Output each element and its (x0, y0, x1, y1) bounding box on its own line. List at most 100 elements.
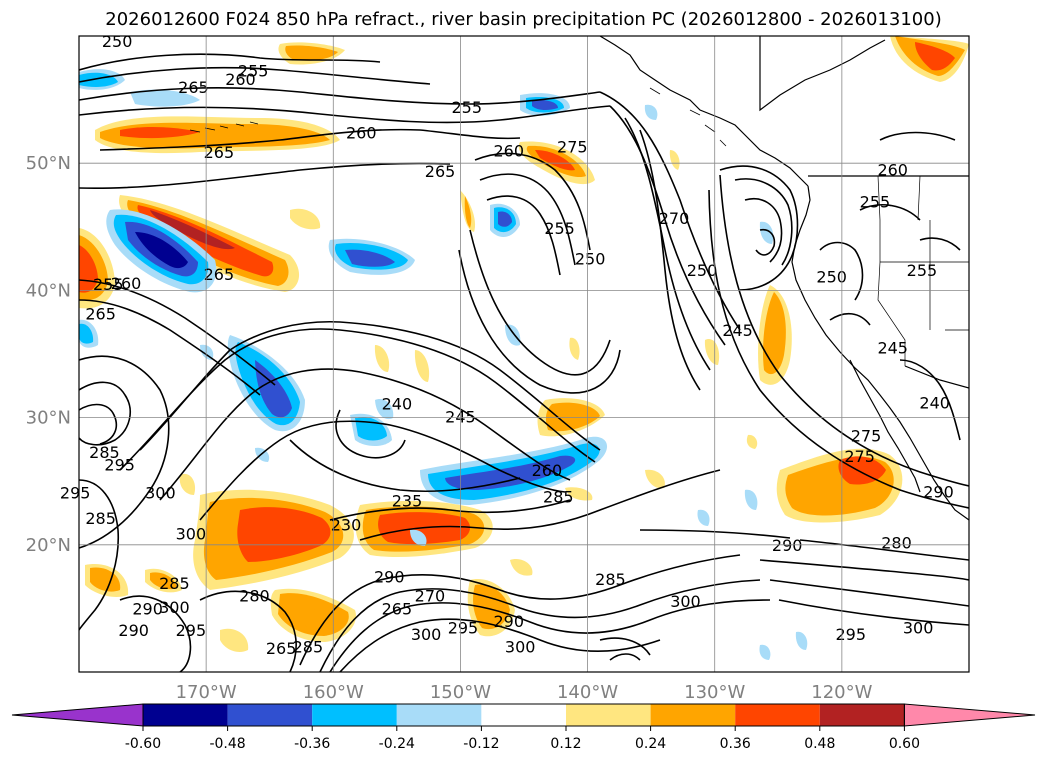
longitude-label: 160°W (303, 682, 364, 703)
colorbar: -0.60 -0.48 -0.36 -0.24 -0.12 0.12 0.24 0.36 0.4… (11, 703, 1036, 752)
colorbar-cell (735, 704, 820, 726)
contour-label: 260 (877, 161, 908, 180)
contour-label: 270 (415, 587, 446, 606)
longitude-label: 130°W (684, 682, 745, 703)
longitude-label: 150°W (430, 682, 491, 703)
colorbar-tick-label: -0.60 (125, 736, 161, 752)
contour-label: 285 (595, 570, 626, 589)
colorbar-tick-label: -0.36 (294, 736, 330, 752)
colorbar-frame (142, 703, 905, 727)
contour-label: 245 (877, 339, 908, 358)
colorbar-cell (481, 704, 566, 726)
contour-label: 255 (93, 275, 124, 294)
negative-anomaly-patches (79, 69, 808, 660)
colorbar-cell (819, 704, 905, 726)
contour-label: 285 (159, 574, 190, 593)
colorbar-tick-label: -0.24 (379, 736, 415, 752)
map-title: 2026012600 F024 850 hPa refract., river … (105, 9, 942, 30)
contour-label: 290 (118, 621, 149, 640)
latitude-label: 50°N (26, 153, 71, 174)
latitude-label: 40°N (26, 280, 71, 301)
latitude-label: 20°N (26, 535, 71, 556)
contour-label: 265 (266, 639, 297, 658)
contour-label: 300 (505, 638, 536, 657)
refractivity-contours (79, 53, 969, 672)
contour-label: 280 (881, 533, 912, 552)
contour-label: 250 (687, 261, 718, 280)
longitude-label: 140°W (557, 682, 618, 703)
colorbar-under-arrow (11, 703, 144, 727)
longitude-label: 170°W (176, 682, 237, 703)
us-mexico-border (904, 365, 969, 389)
contour-label: 235 (392, 491, 423, 510)
contour-label: 300 (145, 484, 176, 503)
contour-label: 265 (204, 143, 235, 162)
map-frame (78, 35, 970, 673)
colorbar-cell (566, 704, 651, 726)
contour-label: 260 (493, 141, 524, 160)
latitude-labels: 50°N 40°N 30°N 20°N (26, 153, 71, 556)
colorbar-tick-label: -0.48 (209, 736, 245, 752)
contour-label: 295 (448, 618, 479, 637)
state-borders (877, 175, 969, 366)
colorbar-tick-label: 0.36 (720, 736, 751, 752)
contour-label: 285 (89, 443, 120, 462)
contour-label: 230 (331, 515, 362, 534)
contour-label: 300 (903, 618, 934, 637)
contour-label: 240 (382, 395, 413, 414)
alaska-land-edge (759, 36, 886, 112)
colorbar-tick-label: 0.48 (804, 736, 835, 752)
contour-label: 290 (132, 599, 163, 618)
positive-anomaly-patches (79, 36, 969, 652)
contour-label: 295 (835, 625, 866, 644)
contour-label: 290 (923, 482, 954, 501)
colorbar-cell (650, 704, 736, 726)
colorbar-cell (396, 704, 482, 726)
contour-label: 290 (493, 612, 524, 631)
contour-label: 255 (238, 61, 269, 80)
contour-label: 260 (346, 124, 377, 143)
contour-label: 270 (659, 209, 690, 228)
contour-label: 250 (816, 267, 847, 286)
contour-label: 295 (104, 456, 135, 475)
contour-label: 265 (178, 78, 209, 97)
contour-label: 275 (844, 447, 875, 466)
contour-label: 285 (85, 509, 116, 528)
contour-label: 295 (176, 621, 207, 640)
contour-label: 275 (557, 138, 588, 157)
contour-label: 255 (907, 261, 938, 280)
contour-label: 260 (225, 70, 256, 89)
contour-label: 265 (382, 599, 413, 618)
contour-label: 275 (851, 426, 882, 445)
contour-label: 300 (159, 598, 190, 617)
contour-label: 265 (425, 162, 456, 181)
colorbar-tick-label: -0.12 (463, 736, 499, 752)
longitude-label: 120°W (811, 682, 872, 703)
contour-label: 300 (670, 592, 701, 611)
contour-label: 250 (575, 250, 606, 269)
colorbar-tick-label: 0.24 (635, 736, 666, 752)
contour-label: 285 (293, 638, 324, 657)
longitude-labels: 170°W 160°W 150°W 140°W 130°W 120°W (176, 682, 873, 703)
colorbar-tick-label: 0.60 (889, 736, 920, 752)
contour-label: 250 (102, 32, 133, 51)
colorbar-cell (312, 704, 397, 726)
contour-label: 290 (374, 568, 405, 587)
contour-label: 280 (239, 587, 270, 606)
contour-label: 255 (860, 192, 891, 211)
colorbar-cell (143, 704, 228, 726)
contour-label: 290 (772, 536, 803, 555)
contour-label: 285 (543, 487, 574, 506)
contour-label: 240 (919, 393, 950, 412)
gridlines (79, 36, 969, 672)
islands (189, 87, 727, 147)
contour-label: 300 (411, 625, 442, 644)
contour-label: 255 (452, 98, 483, 117)
contour-label: 265 (85, 304, 116, 323)
contour-label: 300 (176, 524, 207, 543)
contour-label: 265 (204, 265, 235, 284)
contour-label: 245 (722, 321, 753, 340)
baja-coastline (849, 359, 921, 493)
